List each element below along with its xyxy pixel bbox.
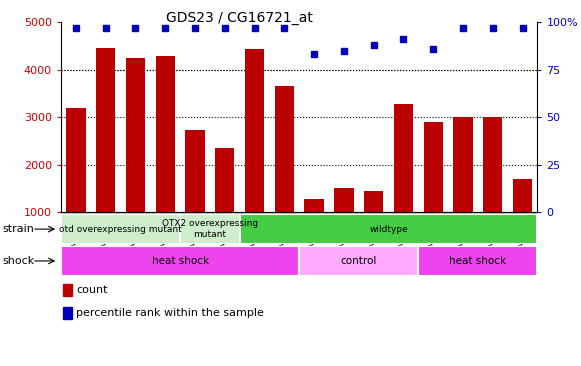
Bar xyxy=(359,212,389,214)
Bar xyxy=(394,104,413,212)
Bar xyxy=(424,122,443,212)
Bar xyxy=(418,246,537,276)
Bar xyxy=(240,214,537,244)
Bar xyxy=(364,191,383,212)
Bar xyxy=(125,58,145,212)
Bar xyxy=(299,246,418,276)
Bar xyxy=(483,117,503,212)
Text: heat shock: heat shock xyxy=(449,256,507,266)
Bar xyxy=(508,212,537,214)
Text: GDS23 / CG16721_at: GDS23 / CG16721_at xyxy=(166,11,313,25)
Bar xyxy=(329,212,359,214)
Bar xyxy=(180,212,210,214)
Bar xyxy=(156,56,175,212)
Text: shock: shock xyxy=(3,256,35,266)
Bar xyxy=(66,108,85,212)
Bar xyxy=(61,214,180,244)
Text: strain: strain xyxy=(3,224,35,234)
Bar xyxy=(180,214,240,244)
Bar xyxy=(334,188,354,212)
Text: percentile rank within the sample: percentile rank within the sample xyxy=(76,308,264,318)
Text: wildtype: wildtype xyxy=(369,225,408,234)
Bar xyxy=(185,130,205,212)
Bar xyxy=(478,212,508,214)
Bar xyxy=(448,212,478,214)
Bar xyxy=(245,49,264,212)
Bar xyxy=(418,212,448,214)
Bar xyxy=(63,284,72,296)
Bar xyxy=(215,147,235,212)
Text: heat shock: heat shock xyxy=(152,256,209,266)
Bar xyxy=(61,246,299,276)
Text: otd overexpressing mutant: otd overexpressing mutant xyxy=(59,225,182,234)
Bar xyxy=(270,212,299,214)
Bar xyxy=(299,212,329,214)
Bar xyxy=(210,212,240,214)
Bar xyxy=(453,117,473,212)
Bar xyxy=(389,212,418,214)
Text: OTX2 overexpressing
mutant: OTX2 overexpressing mutant xyxy=(162,219,258,239)
Bar xyxy=(275,86,294,212)
Bar xyxy=(121,212,150,214)
Bar xyxy=(91,212,121,214)
Text: control: control xyxy=(340,256,377,266)
Text: count: count xyxy=(76,285,107,295)
Bar xyxy=(96,48,116,212)
Bar xyxy=(240,212,270,214)
Bar xyxy=(513,179,532,212)
Bar xyxy=(150,212,180,214)
Bar xyxy=(63,307,72,319)
Bar xyxy=(61,212,91,214)
Bar xyxy=(304,199,324,212)
